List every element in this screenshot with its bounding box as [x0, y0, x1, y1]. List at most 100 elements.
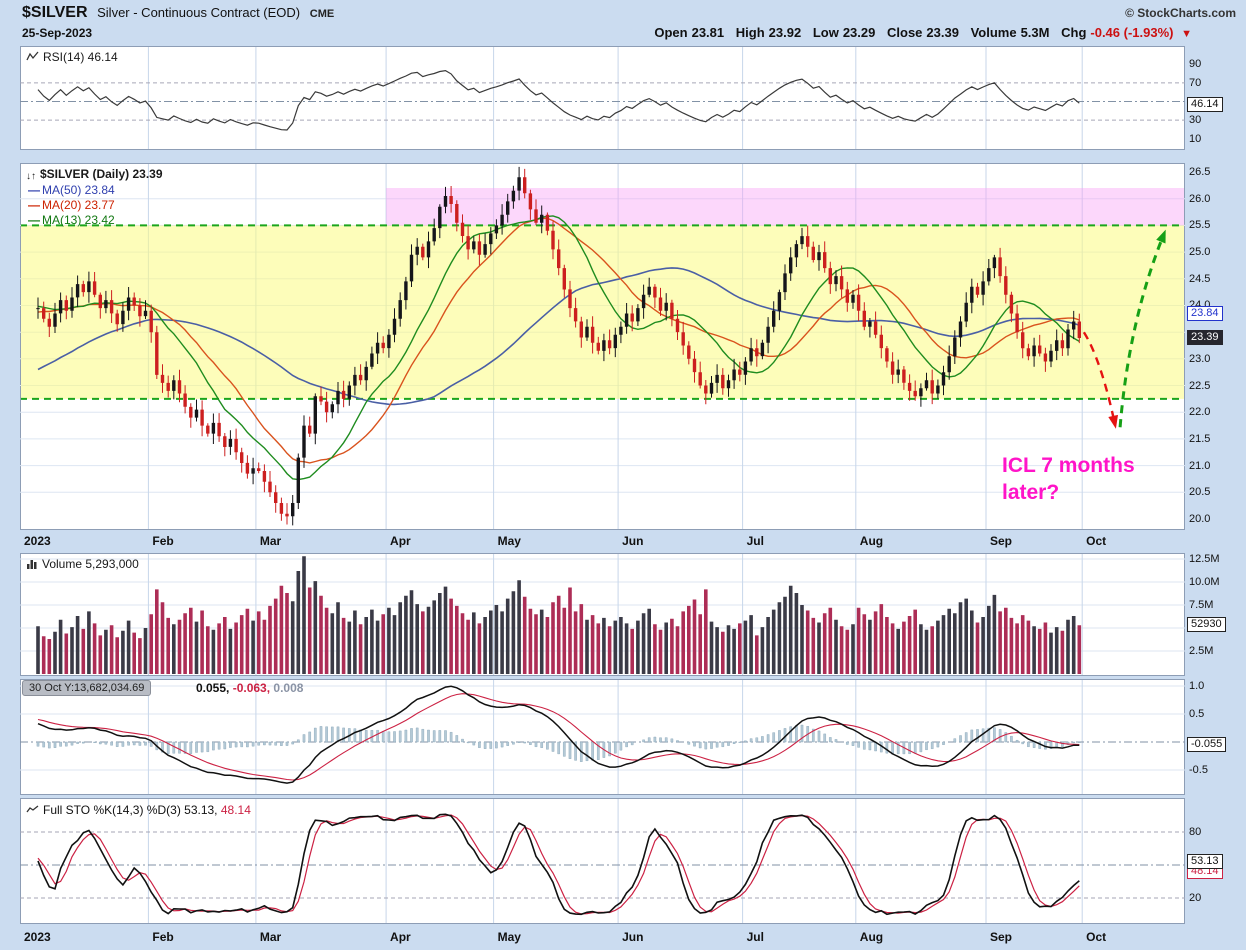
price-axis-tick: 23.0 [1189, 352, 1211, 365]
volume-label: Volume [970, 25, 1017, 40]
contract-name: Silver - Continuous Contract (EOD) [97, 5, 301, 20]
symbol: $SILVER [22, 4, 88, 21]
month-label: Feb [152, 930, 174, 944]
exchange: CME [309, 8, 335, 20]
month-label: Sep [989, 534, 1012, 548]
price-axis-tick: 22.0 [1189, 406, 1211, 419]
low-label: Low [812, 25, 839, 40]
last-value-box: 53.13 [1187, 853, 1223, 869]
month-label: Aug [859, 930, 884, 944]
volume-axis-tick: 12.5M [1189, 553, 1220, 565]
month-label: Apr [390, 534, 411, 548]
volume-legend-text: Volume 5,293,000 [42, 557, 139, 571]
rsi-axis-tick: 70 [1189, 76, 1202, 89]
chg-value: -0.46 (-1.93%) [1090, 25, 1174, 40]
macd-axis-tick: 0.5 [1189, 708, 1205, 720]
rsi-legend: RSI(14) 46.14 [26, 50, 118, 64]
open-label: Open [654, 25, 688, 40]
sto-legend: Full STO %K(14,3) %D(3) 53.13, 48.14 [26, 803, 251, 817]
macd-hist-value: 0.008 [270, 681, 304, 695]
icl-line1: ICL 7 months [1002, 454, 1135, 477]
ma50-swatch: — [28, 183, 40, 197]
last-value-box: -0.055 [1187, 737, 1227, 753]
volume-panel [20, 553, 1185, 676]
macd-values: 0.055, -0.063, 0.008 [196, 681, 303, 695]
ma20-label: MA(20) 23.77 [42, 198, 115, 212]
sto-axis-tick: 80 [1189, 826, 1202, 838]
ma20-swatch: — [28, 198, 40, 212]
high-value: 23.92 [768, 25, 802, 40]
icl-line2: later? [1002, 481, 1060, 504]
header: $SILVER Silver - Continuous Contract (EO… [22, 4, 334, 22]
price-axis-tick: 24.5 [1189, 272, 1211, 285]
rsi-panel [20, 46, 1185, 150]
price-axis-tick: 25.0 [1189, 246, 1211, 259]
volume-icon [27, 560, 37, 569]
rsi-axis-tick: 30 [1189, 114, 1202, 127]
month-label: Jul [746, 534, 764, 548]
last-value-box: 23.84 [1187, 306, 1223, 321]
rsi-icon [26, 51, 39, 61]
icl-annotation: ICL 7 months later? [1002, 452, 1135, 506]
volume-axis-tick: 10.0M [1189, 576, 1220, 588]
volume-value: 5.3M [1020, 25, 1050, 40]
rsi-axis-tick: 90 [1189, 58, 1202, 71]
month-label: Mar [259, 930, 282, 944]
month-label: Jul [746, 930, 764, 944]
volume-axis-tick: 2.5M [1189, 645, 1214, 657]
ma50-legend: — MA(50) 23.84 [28, 183, 115, 197]
month-label: Mar [259, 534, 282, 548]
month-label: Sep [989, 930, 1012, 944]
ma50-label: MA(50) 23.84 [42, 183, 115, 197]
price-axis-tick: 22.5 [1189, 379, 1211, 392]
month-label: Feb [152, 534, 174, 548]
price-icon: ↓↑ [26, 171, 36, 182]
volume-axis-tick: 7.5M [1189, 599, 1214, 611]
price-axis-tick: 26.5 [1189, 166, 1211, 178]
price-axis-tick: 21.5 [1189, 432, 1211, 445]
last-value-box: 46.14 [1187, 97, 1223, 113]
month-label: 2023 [24, 534, 51, 548]
month-label: Oct [1086, 930, 1107, 944]
hover-tooltip: 30 Oct Y:13,682,034.69 [22, 680, 152, 696]
close-label: Close [887, 25, 923, 40]
macd-axis-tick: 1.0 [1189, 680, 1205, 692]
month-label: Jun [622, 930, 644, 944]
price-legend: ↓↑ $SILVER (Daily) 23.39 [26, 167, 163, 182]
ma13-label: MA(13) 23.42 [42, 213, 115, 227]
rsi-axis-tick: 10 [1189, 132, 1202, 145]
open-value: 23.81 [691, 25, 725, 40]
month-label: Apr [390, 930, 411, 944]
down-triangle-icon: ▼ [1181, 28, 1192, 40]
price-axis-tick: 26.0 [1189, 192, 1211, 205]
macd-panel [20, 679, 1185, 795]
quote-bar: Open 23.81 High 23.92 Low 23.29 Close 23.39 … [646, 25, 1192, 40]
price-axis-tick: 21.0 [1189, 459, 1211, 472]
macd-axis-tick: -0.5 [1189, 764, 1208, 776]
price-axis-tick: 20.0 [1189, 512, 1211, 525]
sto-k-label: Full STO %K(14,3) %D(3) 53.13, [43, 803, 218, 817]
macd-signal-value: -0.063, [229, 681, 271, 695]
ma20-legend: — MA(20) 23.77 [28, 198, 115, 212]
quote-date: 25-Sep-2023 [22, 26, 93, 40]
month-label: Oct [1086, 534, 1107, 548]
month-label: Aug [859, 534, 884, 548]
last-value-box: 52930 [1187, 617, 1226, 633]
price-axis-tick: 20.5 [1189, 486, 1211, 499]
chg-label: Chg [1061, 25, 1087, 40]
rsi-legend-text: RSI(14) 46.14 [43, 50, 118, 64]
ma13-legend: — MA(13) 23.42 [28, 213, 115, 227]
macd-line-value: 0.055, [196, 681, 230, 695]
month-label: May [497, 930, 521, 944]
sto-icon [26, 805, 39, 813]
last-value-box: 23.39 [1187, 330, 1223, 346]
low-value: 23.29 [842, 25, 876, 40]
sto-axis-tick: 20 [1189, 892, 1202, 904]
stockcharts-credit: © StockCharts.com [1125, 6, 1236, 20]
sto-d-label: 48.14 [217, 803, 251, 817]
volume-legend: Volume 5,293,000 [26, 557, 139, 571]
month-label: Jun [622, 534, 644, 548]
month-label: 2023 [24, 930, 51, 944]
close-value: 23.39 [926, 25, 959, 40]
